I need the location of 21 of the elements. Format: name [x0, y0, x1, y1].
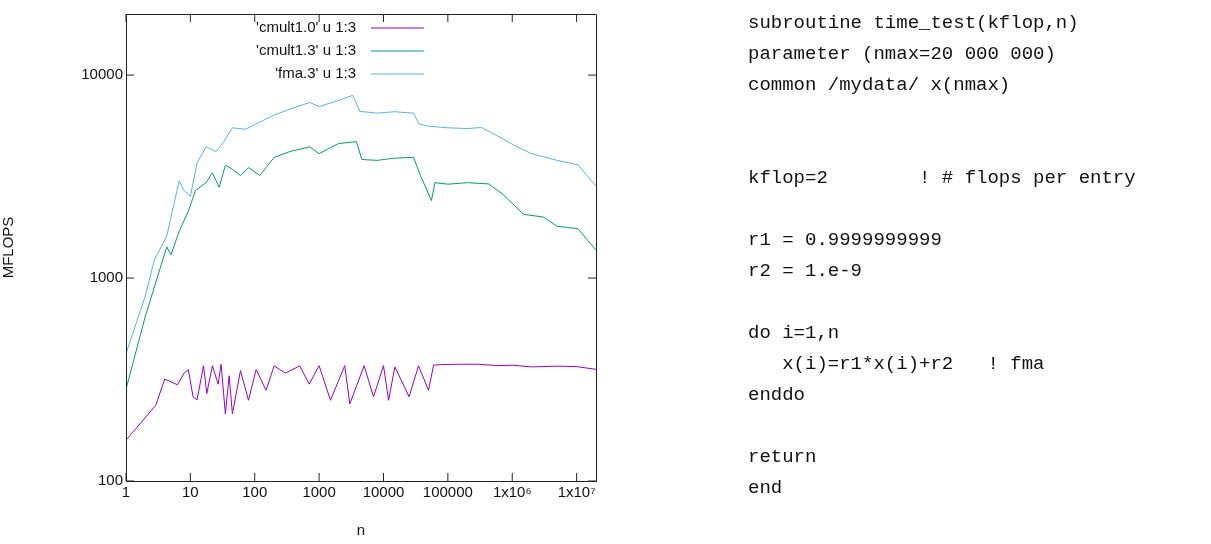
x-tick-label: 1000 — [302, 483, 336, 501]
y-tick-label: 100 — [97, 471, 123, 489]
text: do i=1,n x(i)=r1*x(i)+r2 ! fma enddo — [748, 321, 1046, 408]
y-tick-label: 1000 — [89, 268, 123, 286]
legend-label: 'cmult1.3' u 1:3 — [256, 41, 356, 59]
legend-label: 'fma.3' u 1:3 — [275, 64, 356, 82]
x-axis-title: n — [356, 521, 366, 539]
text: subroutine time_test(kflop,n) parameter (nmax=20 000 000) common /mydata/ x(nmax) — [748, 11, 1080, 98]
text: kflop=2 ! # flops per entry — [748, 166, 1136, 191]
x-tick-label: 100000 — [422, 483, 473, 501]
x-tick-label: 1x10⁷ — [557, 483, 596, 501]
text: return end — [748, 445, 818, 501]
x-tick-label: 1 — [121, 483, 131, 501]
x-tick-label: 100 — [242, 483, 268, 501]
legend-label: 'cmult1.0' u 1:3 — [256, 18, 356, 36]
text: r1 = 0.9999999999 r2 = 1.e-9 — [748, 228, 943, 284]
x-tick-label: 10000 — [362, 483, 405, 501]
x-tick-label: 1x10⁶ — [492, 483, 532, 501]
y-axis-title: MFLOPS — [0, 216, 17, 279]
y-tick-label: 10000 — [81, 65, 123, 83]
x-tick-label: 10 — [182, 483, 199, 501]
